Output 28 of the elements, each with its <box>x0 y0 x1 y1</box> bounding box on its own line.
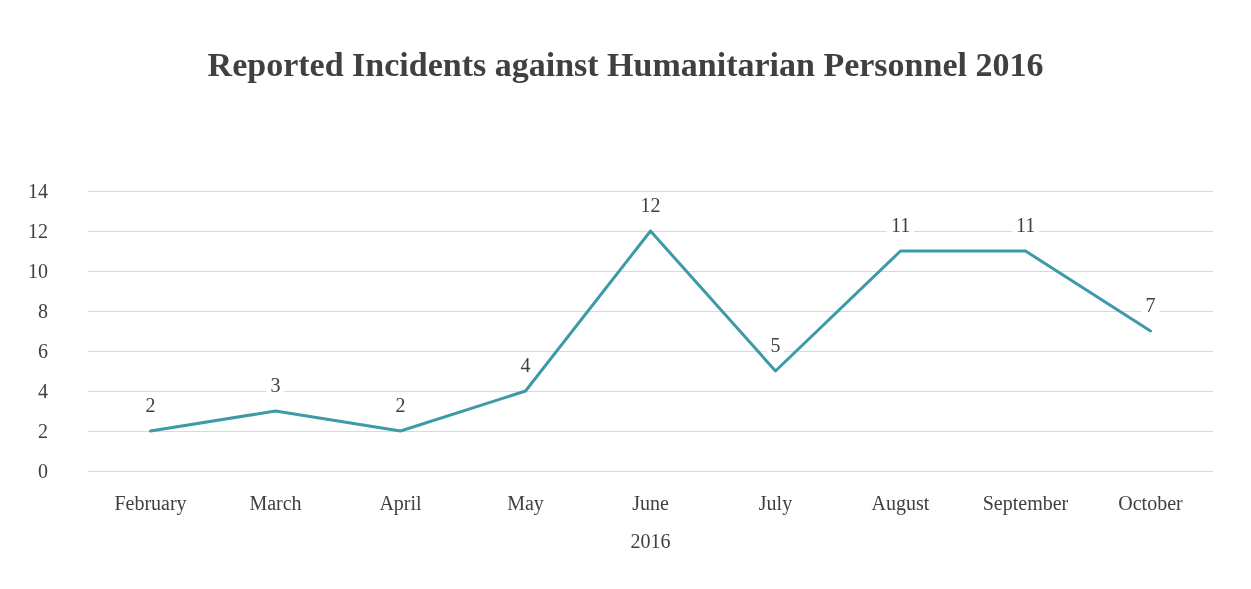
y-tick-label: 4 <box>38 380 48 402</box>
data-label: 11 <box>1015 214 1036 236</box>
y-tick-label: 8 <box>38 300 48 322</box>
y-tick-label: 10 <box>28 260 48 282</box>
x-tick-label: February <box>114 492 187 515</box>
data-label: 7 <box>1145 294 1156 316</box>
y-tick-label: 0 <box>38 460 48 482</box>
chart-title: Reported Incidents against Humanitarian Personnel 2016 <box>207 45 1044 83</box>
y-tick-label: 12 <box>28 220 48 242</box>
x-tick-label: May <box>507 492 544 515</box>
y-tick-label: 14 <box>28 180 48 202</box>
data-label: 12 <box>640 194 661 216</box>
data-label: 2 <box>145 394 156 416</box>
data-label: 2 <box>395 394 406 416</box>
y-tick-label: 6 <box>38 340 48 362</box>
data-label: 3 <box>270 374 281 396</box>
data-label: 4 <box>520 354 531 376</box>
x-tick-label: October <box>1118 492 1184 514</box>
x-tick-label: August <box>871 492 930 515</box>
x-tick-label: September <box>982 492 1069 515</box>
x-tick-label: July <box>758 492 793 515</box>
x-axis-title: 2016 <box>630 530 671 552</box>
data-label: 11 <box>890 214 911 236</box>
x-tick-label: April <box>379 492 423 515</box>
x-tick-label: March <box>249 492 302 514</box>
data-label: 5 <box>770 334 781 356</box>
x-tick-label: June <box>632 492 669 514</box>
y-tick-label: 2 <box>38 420 48 442</box>
